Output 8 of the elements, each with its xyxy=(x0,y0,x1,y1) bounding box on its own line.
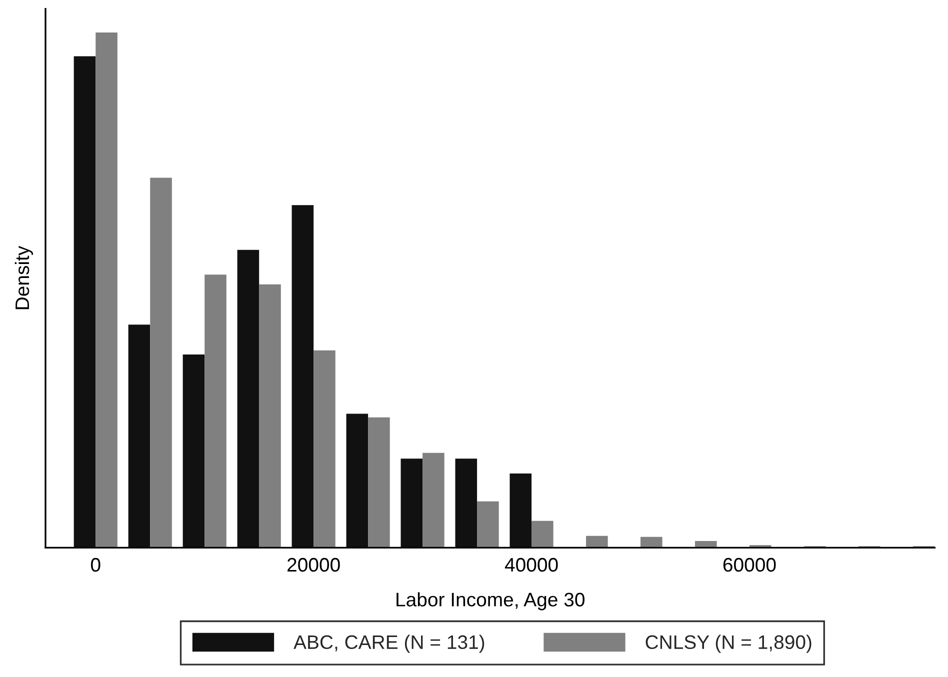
legend-label: ABC, CARE (N = 131) xyxy=(294,634,484,653)
x-axis-title: Labor Income, Age 30 xyxy=(396,592,584,610)
x-tick-label: 0 xyxy=(90,558,100,572)
y-axis-title: Density xyxy=(14,246,34,310)
x-tick-label: 40000 xyxy=(504,558,558,572)
x-tick-label: 60000 xyxy=(723,558,776,572)
x-tick-label: 20000 xyxy=(288,558,340,572)
legend-label: CNLSY (N = 1,890) xyxy=(646,634,812,653)
